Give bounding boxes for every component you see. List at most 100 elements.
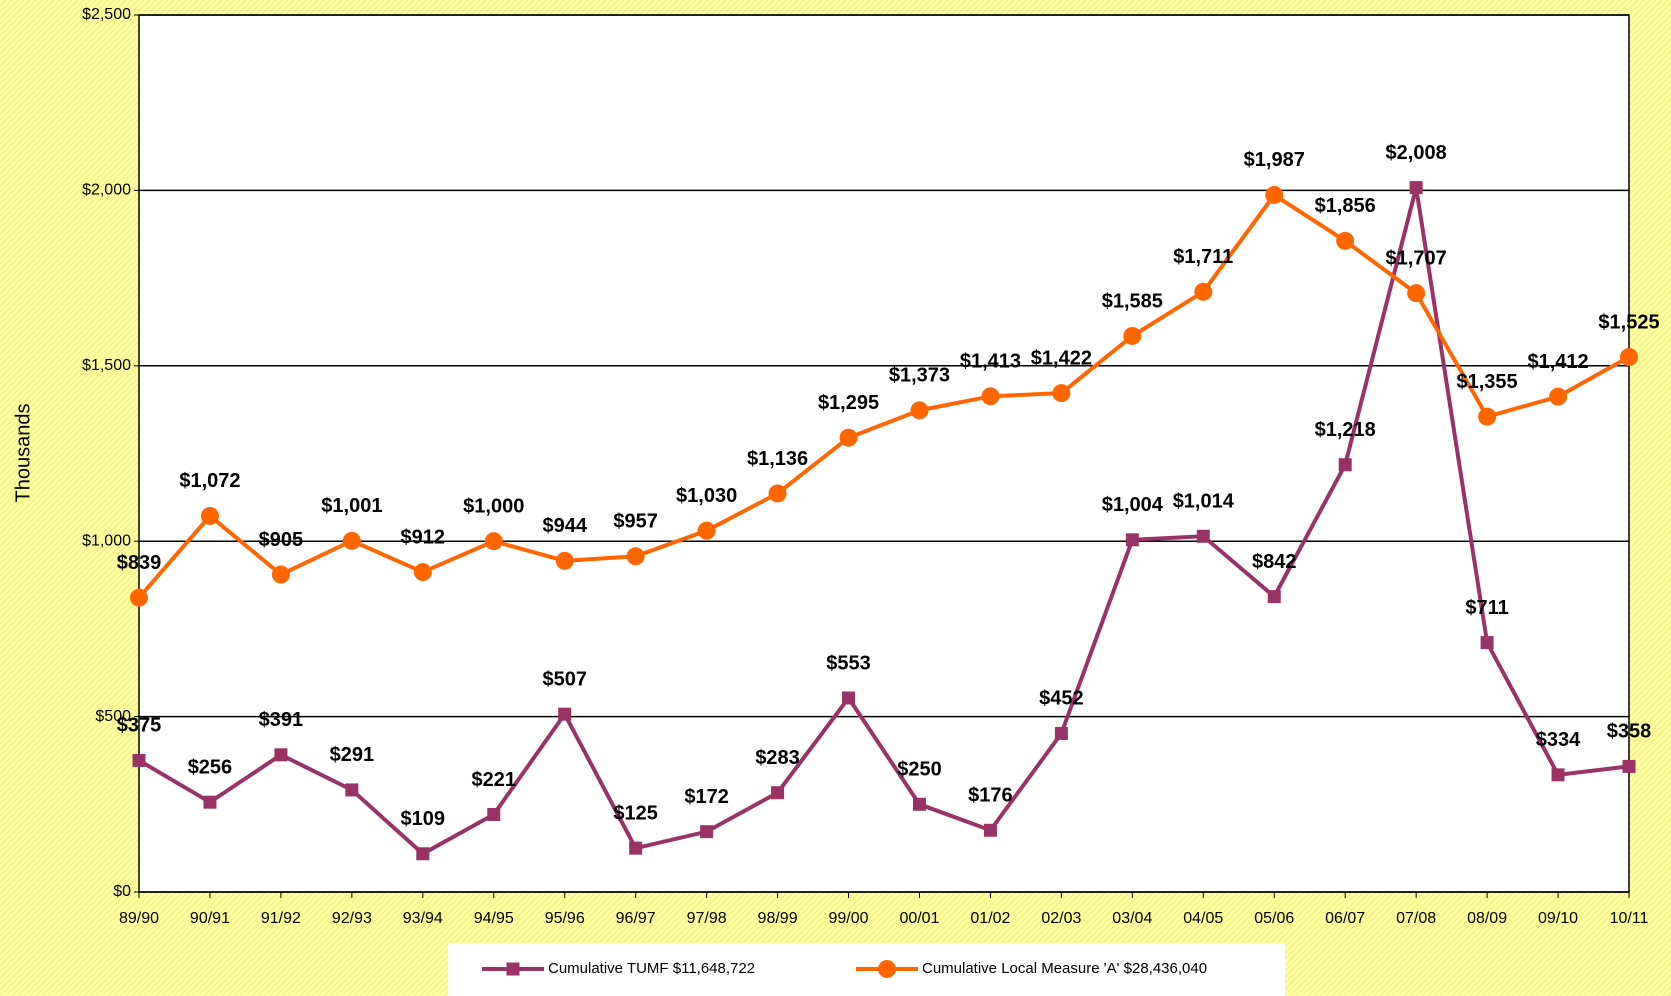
data-label: $176 xyxy=(968,785,1013,807)
legend-label: Cumulative Local Measure 'A' $28,436,040 xyxy=(922,960,1207,977)
x-tick-label: 04/05 xyxy=(1183,910,1223,927)
x-tick-label: 94/95 xyxy=(474,910,514,927)
data-label: $1,422 xyxy=(1031,347,1092,369)
x-tick-label: 91/92 xyxy=(261,910,301,927)
x-tick-label: 06/07 xyxy=(1325,910,1365,927)
legend-label: Cumulative TUMF $11,648,722 xyxy=(548,960,755,977)
marker xyxy=(274,748,288,762)
y-tick-label: $2,500 xyxy=(82,6,131,23)
x-tick-label: 92/93 xyxy=(332,910,372,927)
x-tick-label: 05/06 xyxy=(1254,910,1294,927)
marker xyxy=(981,387,1000,406)
y-tick-label: $1,000 xyxy=(82,532,131,549)
data-label: $250 xyxy=(897,759,942,781)
marker xyxy=(1196,529,1210,543)
x-tick-label: 95/96 xyxy=(545,910,585,927)
marker xyxy=(1194,282,1213,301)
data-label: $1,014 xyxy=(1173,491,1235,513)
marker xyxy=(1123,326,1142,345)
x-tick-label: 07/08 xyxy=(1396,910,1436,927)
data-label: $1,218 xyxy=(1315,419,1376,441)
x-tick-label: 03/04 xyxy=(1112,910,1152,927)
marker xyxy=(1622,759,1636,773)
marker xyxy=(487,807,501,821)
marker xyxy=(506,962,520,976)
marker xyxy=(413,563,432,582)
x-tick-label: 90/91 xyxy=(190,910,230,927)
data-label: $1,295 xyxy=(818,392,879,414)
data-label: $839 xyxy=(117,552,162,574)
marker xyxy=(1054,726,1068,740)
marker xyxy=(700,825,714,839)
x-tick-label: 97/98 xyxy=(687,910,727,927)
marker xyxy=(1125,533,1139,547)
data-label: $125 xyxy=(613,802,658,824)
marker xyxy=(1336,231,1355,250)
marker xyxy=(132,753,146,767)
plot-area xyxy=(138,14,1630,893)
x-tick-label: 98/99 xyxy=(758,910,798,927)
data-label: $1,373 xyxy=(889,365,950,387)
series-line xyxy=(137,192,1630,599)
data-label: $1,585 xyxy=(1102,290,1163,312)
data-label: $1,711 xyxy=(1173,246,1233,268)
marker xyxy=(629,841,643,855)
data-label: $358 xyxy=(1607,721,1652,743)
data-label: $1,856 xyxy=(1315,195,1376,217)
marker xyxy=(910,401,929,420)
marker xyxy=(768,484,787,503)
data-label: $1,355 xyxy=(1457,371,1518,393)
data-label: $334 xyxy=(1536,729,1581,751)
marker xyxy=(555,551,574,570)
data-label: $1,001 xyxy=(321,495,382,517)
marker xyxy=(1052,384,1071,403)
data-label: $221 xyxy=(472,769,517,791)
x-tick-label: 08/09 xyxy=(1467,910,1507,927)
data-label: $172 xyxy=(684,786,729,808)
y-tick-label: $0 xyxy=(113,883,131,900)
data-label: $1,412 xyxy=(1527,351,1588,373)
y-tick-label: $500 xyxy=(95,708,131,725)
marker xyxy=(878,960,896,978)
data-label: $291 xyxy=(330,744,375,766)
marker xyxy=(203,795,217,809)
data-label: $944 xyxy=(542,515,587,537)
data-label: $957 xyxy=(613,511,658,533)
x-tick-label: 89/90 xyxy=(119,910,159,927)
data-label: $375 xyxy=(117,715,162,737)
data-label: $553 xyxy=(826,652,871,674)
data-label: $905 xyxy=(259,529,304,551)
marker xyxy=(983,823,997,837)
data-label: $1,004 xyxy=(1102,494,1164,516)
data-label: $912 xyxy=(401,526,446,548)
marker xyxy=(1267,590,1281,604)
marker xyxy=(1620,348,1638,367)
marker xyxy=(200,506,219,525)
marker xyxy=(626,547,645,566)
data-label: $1,136 xyxy=(747,448,808,470)
marker xyxy=(771,786,785,800)
marker xyxy=(912,797,926,811)
marker xyxy=(1480,636,1494,650)
x-tick-label: 00/01 xyxy=(899,910,939,927)
x-tick-label: 93/94 xyxy=(403,910,443,927)
series-line xyxy=(137,187,1630,857)
data-label: $1,525 xyxy=(1598,311,1659,333)
y-tick-label: $2,000 xyxy=(82,182,131,199)
data-label: $711 xyxy=(1465,597,1508,619)
data-label: $256 xyxy=(188,756,233,778)
data-label: $109 xyxy=(401,808,446,830)
data-label: $1,030 xyxy=(676,485,737,507)
y-axis-label: Thousands xyxy=(12,404,34,503)
marker xyxy=(130,588,148,607)
data-label: $1,072 xyxy=(179,470,240,492)
marker xyxy=(1338,458,1352,472)
marker xyxy=(271,565,290,584)
x-tick-label: 10/11 xyxy=(1610,910,1649,927)
data-label: $391 xyxy=(259,709,304,731)
marker xyxy=(1407,284,1426,303)
data-label: $842 xyxy=(1252,551,1297,573)
x-tick-label: 99/00 xyxy=(829,910,869,927)
marker xyxy=(1551,768,1565,782)
data-label: $1,413 xyxy=(960,351,1021,373)
